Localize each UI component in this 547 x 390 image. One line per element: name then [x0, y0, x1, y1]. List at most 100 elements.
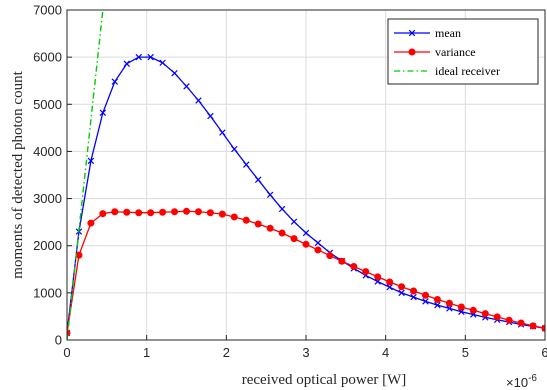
data-point-mean	[231, 145, 238, 153]
legend-marker-mean	[408, 29, 416, 37]
data-point-variance	[326, 252, 334, 260]
y-tick-label: 7000	[33, 3, 62, 18]
x-tick-label: 4	[382, 345, 389, 360]
legend-entry-ideal-receiver: ideal receiver	[394, 64, 500, 78]
data-point-mean-stroke	[159, 59, 166, 67]
data-point-mean	[278, 205, 286, 213]
data-point-mean-stroke	[410, 293, 417, 301]
legend-marker-variance	[408, 48, 416, 56]
data-point-mean	[434, 301, 441, 309]
series-layer	[67, 10, 545, 340]
data-point-variance	[481, 310, 489, 318]
data-point-variance	[362, 268, 370, 276]
x-tick-label: 1	[143, 345, 150, 360]
legend-label-mean: mean	[435, 26, 461, 40]
data-point-variance	[278, 229, 286, 237]
data-point-mean-stroke	[290, 218, 298, 225]
data-point-mean	[207, 112, 214, 120]
data-point-variance	[230, 213, 238, 221]
y-tick-label: 0	[55, 333, 62, 348]
data-point-variance	[422, 291, 429, 299]
series-ideal-receiver	[67, 10, 104, 340]
data-point-mean	[111, 78, 119, 85]
data-point-mean-stroke	[135, 53, 142, 61]
legend-label-variance: variance	[435, 45, 476, 59]
data-point-variance	[290, 235, 298, 243]
data-point-variance	[374, 273, 382, 281]
data-point-variance	[314, 246, 322, 254]
data-point-mean-stroke	[243, 161, 250, 168]
y-axis-title: moments of detected photon count	[10, 70, 26, 278]
legend-entry-variance: variance	[394, 45, 476, 59]
x-axis-exponent-power: -6	[528, 373, 537, 384]
data-point-variance	[266, 224, 274, 232]
data-point-variance	[99, 210, 107, 218]
data-point-variance	[493, 313, 501, 321]
data-point-mean-stroke	[278, 205, 286, 213]
data-point-mean-stroke	[434, 301, 441, 309]
data-point-mean	[219, 129, 226, 136]
legend-entry-mean: mean	[394, 26, 461, 40]
ticks: 0 1 2 3 4 5 6 0 1000 2000 3000 4000 5000 6000 7000	[33, 3, 547, 361]
data-point-variance	[505, 316, 513, 324]
data-point-variance	[242, 216, 250, 224]
data-point-mean	[302, 229, 310, 237]
data-point-variance	[171, 208, 179, 216]
data-point-mean-stroke	[219, 129, 226, 136]
data-point-mean	[446, 305, 453, 312]
data-point-mean-stroke	[87, 157, 95, 165]
data-point-mean-stroke	[302, 229, 310, 237]
data-point-mean	[123, 60, 130, 67]
data-point-mean	[195, 97, 202, 104]
data-point-variance	[410, 287, 418, 295]
data-point-mean	[266, 191, 274, 199]
data-point-mean	[422, 298, 429, 305]
y-tick-label: 1000	[33, 285, 62, 300]
data-point-mean-stroke	[99, 109, 107, 116]
y-tick-label: 4000	[33, 144, 62, 159]
y-tick-label: 5000	[33, 97, 62, 112]
data-point-variance	[87, 219, 95, 227]
data-point-variance	[254, 220, 262, 228]
y-tick-label: 3000	[33, 191, 62, 206]
data-point-variance	[159, 208, 167, 216]
x-axis-exponent-base: ×10	[506, 375, 528, 390]
x-tick-label: 6	[541, 345, 547, 360]
data-point-variance	[147, 209, 155, 217]
legend-label-ideal-receiver: ideal receiver	[435, 64, 500, 78]
data-point-mean	[314, 239, 322, 247]
x-tick-label: 3	[302, 345, 309, 360]
data-point-variance	[457, 303, 465, 311]
data-point-variance	[541, 324, 545, 332]
data-point-mean-stroke	[254, 176, 262, 183]
data-point-variance	[302, 240, 310, 248]
data-point-variance	[194, 208, 202, 216]
data-point-variance	[529, 322, 537, 330]
data-point-variance	[206, 209, 214, 217]
data-point-mean-stroke	[147, 53, 154, 61]
legend: mean variance ideal receiver	[387, 18, 539, 85]
data-point-variance	[218, 210, 226, 218]
data-point-variance	[338, 257, 346, 265]
data-point-variance	[135, 209, 143, 217]
series-variance	[67, 207, 545, 337]
y-tick-label: 2000	[33, 238, 62, 253]
data-point-variance	[445, 299, 453, 307]
x-axis-title: received optical power [W]	[242, 372, 407, 388]
data-point-mean-stroke	[314, 239, 322, 247]
data-point-variance	[350, 262, 358, 270]
data-point-mean-stroke	[183, 83, 190, 90]
data-point-mean-stroke	[207, 112, 214, 120]
data-point-mean	[183, 83, 190, 90]
x-tick-label: 0	[63, 345, 70, 360]
data-point-mean-stroke	[171, 69, 178, 77]
legend-marker-glyph	[408, 48, 416, 56]
x-tick-label: 2	[223, 345, 230, 360]
data-point-mean	[386, 283, 393, 291]
x-axis-exponent: ×10-6	[506, 373, 537, 390]
y-tick-label: 6000	[33, 50, 62, 65]
data-point-mean-stroke	[422, 298, 429, 305]
data-point-variance	[517, 319, 525, 327]
data-point-mean	[398, 289, 405, 297]
